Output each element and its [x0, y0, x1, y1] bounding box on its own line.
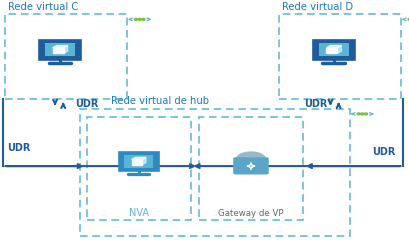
- FancyBboxPatch shape: [312, 40, 354, 60]
- Bar: [86, 117, 190, 220]
- Circle shape: [364, 113, 367, 115]
- FancyBboxPatch shape: [118, 152, 158, 171]
- Bar: [124, 155, 153, 167]
- Bar: [45, 43, 75, 56]
- Text: UDR: UDR: [7, 143, 30, 153]
- Circle shape: [142, 18, 144, 20]
- Text: NVA: NVA: [128, 208, 148, 218]
- Polygon shape: [326, 48, 337, 53]
- Circle shape: [134, 18, 137, 20]
- Circle shape: [356, 113, 360, 115]
- Polygon shape: [63, 45, 67, 53]
- Bar: [318, 43, 348, 56]
- Circle shape: [407, 18, 409, 20]
- Text: Rede virtual C: Rede virtual C: [8, 2, 78, 12]
- Polygon shape: [131, 159, 142, 165]
- Polygon shape: [52, 45, 67, 48]
- Polygon shape: [337, 45, 341, 53]
- Text: Gateway de VP: Gateway de VP: [218, 209, 283, 219]
- FancyBboxPatch shape: [39, 40, 81, 60]
- Text: UDR: UDR: [303, 99, 326, 109]
- Polygon shape: [131, 157, 146, 159]
- FancyBboxPatch shape: [233, 157, 268, 174]
- Circle shape: [138, 18, 141, 20]
- Bar: [5, 14, 127, 99]
- Circle shape: [360, 113, 363, 115]
- Bar: [198, 117, 302, 220]
- Text: UDR: UDR: [372, 147, 395, 157]
- Bar: [80, 109, 349, 236]
- Polygon shape: [52, 48, 63, 53]
- Text: UDR: UDR: [75, 99, 99, 109]
- Text: Rede virtual D: Rede virtual D: [281, 2, 352, 12]
- Polygon shape: [142, 157, 146, 165]
- Bar: [278, 14, 400, 99]
- Text: Rede virtual de hub: Rede virtual de hub: [111, 96, 209, 106]
- Polygon shape: [326, 45, 341, 48]
